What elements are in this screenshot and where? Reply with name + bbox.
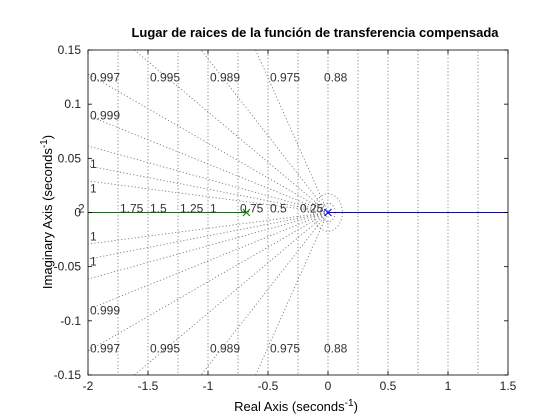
x-tick-label: -0.5 [258,379,279,393]
grid-value-label: 1 [90,254,97,268]
grid-value-label: 0.995 [150,341,180,355]
grid-value-label: 1 [90,181,97,195]
grid-value-label: 0.995 [150,71,180,85]
grid-value-label: 0.975 [270,71,300,85]
y-tick-label: -0.05 [54,260,82,274]
x-tick-label: 1 [445,379,452,393]
grid-value-label: 1.25 [180,202,204,216]
grid-value-label: 1 [90,157,97,171]
x-tick-label: 0.5 [380,379,397,393]
grid-value-label: 0.997 [90,341,120,355]
grid-value-label: 0.88 [324,341,348,355]
y-axis-label-exponent: -1 [39,139,50,148]
x-tick-label: 1.5 [500,379,517,393]
pole-marker-2 [324,208,332,217]
axis-ticks: -2 -1.5 -1 -0.5 0 0.5 1 1.5 -0.15 -0.1 -0.05 0 0.05 0… [54,43,517,393]
grid-value-label: 0.989 [210,71,240,85]
data-layer [88,208,508,217]
y-tick-label: -0.1 [60,314,81,328]
pole-marker-1 [242,208,251,217]
x-axis-label-exponent: -1 [345,398,354,409]
y-axis-label: Imaginary Axis (seconds-1) [39,135,55,289]
grid-value-label: 0.25 [300,202,324,216]
grid-value-label: 2 [78,202,85,216]
grid-value-label: 0.88 [324,71,348,85]
chart-title: Lugar de raices de la función de transfe… [131,25,499,40]
grid-value-label: 0.989 [210,341,240,355]
y-tick-label: 0.15 [58,43,82,57]
grid-value-label: 0.5 [270,202,287,216]
grid-value-label: 0.999 [90,109,120,123]
x-axis-label: Real Axis (seconds-1) [234,398,358,414]
x-axis-label-text: Real Axis (seconds [234,399,345,414]
x-tick-label: -2 [83,379,94,393]
y-axis-label-text: Imaginary Axis (seconds [40,148,55,289]
y-tick-label: 0 [74,206,81,220]
grid-value-label: 1 [210,202,217,216]
y-axis-label-close: ) [40,135,55,139]
x-tick-label: 0 [325,379,332,393]
x-tick-label: -1.5 [138,379,159,393]
y-tick-label: 0.05 [58,151,82,165]
grid-value-label: 0.975 [270,341,300,355]
grid-value-label: 1.5 [150,202,167,216]
x-tick-label: -1 [203,379,214,393]
grid-value-label: 1 [90,230,97,244]
grid-value-label: 0.999 [90,304,120,318]
grid-value-label: 1.75 [120,202,144,216]
y-tick-label: -0.15 [54,368,82,382]
grid-value-label: 0.75 [240,202,264,216]
y-tick-label: 0.1 [64,97,81,111]
x-axis-label-close: ) [354,399,358,414]
grid-value-label: 0.997 [90,71,120,85]
